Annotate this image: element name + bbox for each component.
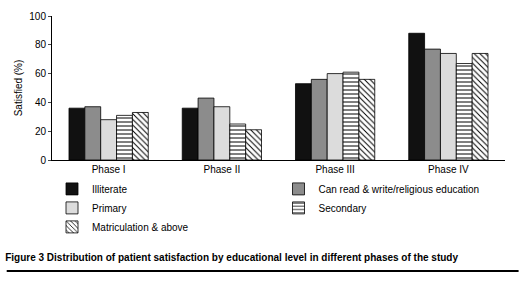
- svg-text:Primary: Primary: [92, 203, 126, 214]
- svg-text:40: 40: [35, 97, 47, 108]
- svg-text:Figure 3 Distribution of patie: Figure 3 Distribution of patient satisfa…: [5, 252, 458, 263]
- svg-text:Secondary: Secondary: [319, 203, 367, 214]
- svg-text:Can read & write/religious edu: Can read & write/religious education: [319, 184, 480, 195]
- svg-text:Satisfied (%): Satisfied (%): [13, 60, 24, 117]
- svg-text:Matriculation & above: Matriculation & above: [92, 222, 189, 233]
- svg-text:100: 100: [29, 11, 46, 22]
- svg-text:60: 60: [35, 68, 47, 79]
- svg-text:0: 0: [40, 155, 46, 166]
- svg-text:Phase III: Phase III: [315, 164, 354, 175]
- svg-text:80: 80: [35, 39, 47, 50]
- svg-text:Phase I: Phase I: [92, 164, 126, 175]
- svg-text:Illiterate: Illiterate: [92, 184, 127, 195]
- svg-text:Phase II: Phase II: [204, 164, 241, 175]
- svg-text:Phase IV: Phase IV: [428, 164, 469, 175]
- svg-text:20: 20: [35, 126, 47, 137]
